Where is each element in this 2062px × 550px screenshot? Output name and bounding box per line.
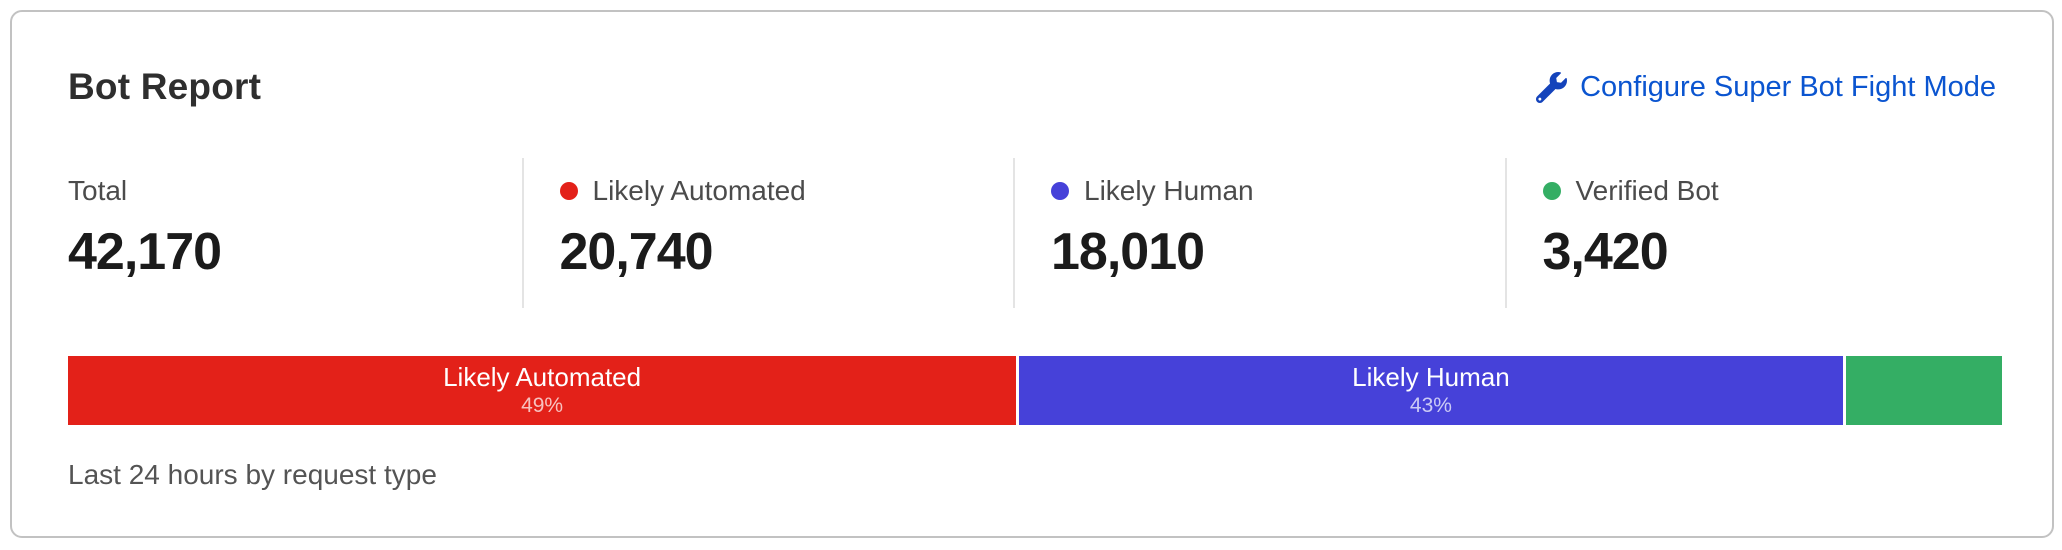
stat-label: Likely Human [1084,175,1254,206]
configure-super-bot-fight-mode-link[interactable]: Configure Super Bot Fight Mode [1536,71,1996,104]
footer-note: Last 24 hours by request type [68,459,437,490]
segment-percentage: 43% [1409,394,1452,417]
stat-likely-automated: Likely Automated 20,740 [521,158,1014,308]
wrench-icon [1536,71,1568,103]
stat-value: 18,010 [1051,223,1205,281]
segment-percentage: 49% [521,394,564,417]
stat-total: Total 42,170 [68,158,522,308]
stat-label: Verified Bot [1575,175,1719,206]
stat-value: 3,420 [1542,223,1669,281]
stat-value: 20,740 [559,223,714,281]
bot-report-card: Bot Report Configure Super Bot Fight Mod… [10,10,2054,538]
segment-label: Likely Human [1352,362,1510,392]
likely-human-dot-icon [1051,182,1069,200]
stat-label: Likely Automated [592,175,806,206]
likely-automated-dot-icon [559,182,578,200]
stat-value: 42,170 [68,223,222,281]
bar-segment-likely-automated: Likely Automated 49% [68,356,1017,425]
stats-row: Total 42,170 Likely Automated 20,740 Lik… [68,158,1996,308]
stacked-bar-chart: Likely Automated 49% Likely Human 43% [68,356,2002,425]
segment-label: Likely Automated [443,362,642,392]
stat-likely-human: Likely Human 18,010 [1013,158,1505,308]
bar-segment-likely-human: Likely Human 43% [1019,356,1843,425]
stat-label: Total [68,175,128,206]
card-header: Bot Report Configure Super Bot Fight Mod… [68,66,1996,108]
stat-verified-bot: Verified Bot 3,420 [1504,158,1997,308]
verified-bot-dot-icon [1542,182,1561,200]
configure-link-label: Configure Super Bot Fight Mode [1580,70,1996,103]
bar-segment-verified-bot [1845,356,2002,425]
card-title: Bot Report [68,66,262,107]
